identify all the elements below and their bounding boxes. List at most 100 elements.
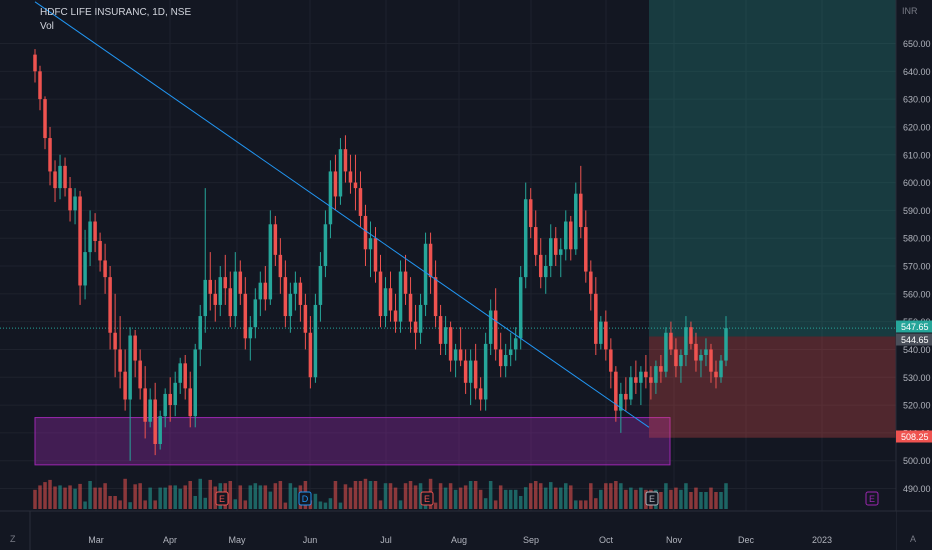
candle-body [298,282,303,305]
candle-body [168,393,172,406]
price-tick: 650.00 [903,39,931,49]
candle-body [308,332,313,378]
volume-bar [278,481,283,509]
volume-bar [323,502,328,509]
volume-bar [388,483,393,509]
volume-bar [453,489,458,509]
volume-bar [318,501,323,509]
candle-body [58,165,62,189]
candle-body [498,349,503,367]
candle-body [413,321,418,333]
candle-body [508,349,513,355]
price-tick: 610.00 [903,150,931,160]
stop-zone [649,336,896,438]
price-labels: 547.65 544.65 508.25 [896,320,932,443]
candle-body [473,360,478,389]
volume-bar [343,484,348,509]
candle-body [268,224,273,300]
price-tick: 560.00 [903,289,931,299]
candle-body [619,393,623,411]
candle-body [478,388,483,400]
candle-body [674,349,678,367]
candle-body [343,149,348,172]
candle-body [178,363,182,383]
volume-bar [113,496,117,509]
volume-bar [183,485,187,509]
time-axis[interactable] [0,511,896,550]
candle-body [183,363,187,389]
candle-body [649,377,653,383]
volume-bar [118,500,122,509]
volume-bar [488,481,493,509]
candle-body [303,304,308,333]
volume-bar [463,485,468,509]
volume-bar [73,488,77,509]
volume-bar [363,478,368,509]
trendline-line [34,1,650,428]
candle-body [483,343,488,400]
volume-bar [328,498,333,509]
candle-body [33,54,37,72]
candle-body [724,328,728,361]
price-axis[interactable] [896,0,932,550]
volume-bar [58,485,62,509]
volume-bar [528,483,533,509]
event-marker [645,491,659,506]
volume-bar [609,483,613,509]
timezone-button[interactable]: Z [10,534,16,544]
volume-bar [128,502,132,509]
volume-bar [133,484,137,509]
volume-bar [699,492,703,509]
volume-bar [48,479,52,509]
candle-body [584,227,588,272]
candle-body [433,277,438,317]
candle-body [538,254,543,278]
candle-body [533,227,538,255]
grid [0,0,896,511]
candle-body [574,193,578,250]
event-marker-label: E [869,494,875,504]
volume-bar [579,500,583,509]
candle-body [188,388,192,417]
volume-bar [373,481,378,509]
candle-body [373,238,378,272]
volume-bar [533,481,538,509]
volume-bar [398,500,403,509]
volume-bar [383,483,388,509]
volume-bar [468,481,473,509]
volume-bar [368,481,373,509]
volume-bar [188,481,192,509]
volume-bar [719,492,723,509]
volume-bar [273,483,278,509]
time-tick: 2023 [812,535,832,545]
volume-bar [438,483,443,509]
volume-bar [413,485,418,509]
candle-body [528,199,533,228]
volume-bar [458,487,463,509]
trendline[interactable] [34,1,650,428]
volume-bar [589,483,593,509]
volume-bar [629,487,633,509]
price-label: 547.65 [901,322,929,332]
volume-bar [548,482,553,509]
volume-bar [694,487,698,509]
auto-scale-button[interactable]: A [910,534,917,544]
candle-body [78,196,82,286]
candle-body [559,249,563,255]
candle-body [353,182,358,189]
candle-body [123,371,127,400]
candle-body [323,224,328,266]
candle-body [198,316,202,350]
candle-body [453,349,458,361]
price-label-box [896,320,932,333]
volume-bar [574,500,578,509]
price-tick: 590.00 [903,206,931,216]
volume-bar [584,500,588,509]
candle-body [383,288,388,317]
candle-body [448,327,453,361]
volume-bar [193,496,197,509]
candle-body [63,165,67,189]
candle-body [654,366,658,383]
